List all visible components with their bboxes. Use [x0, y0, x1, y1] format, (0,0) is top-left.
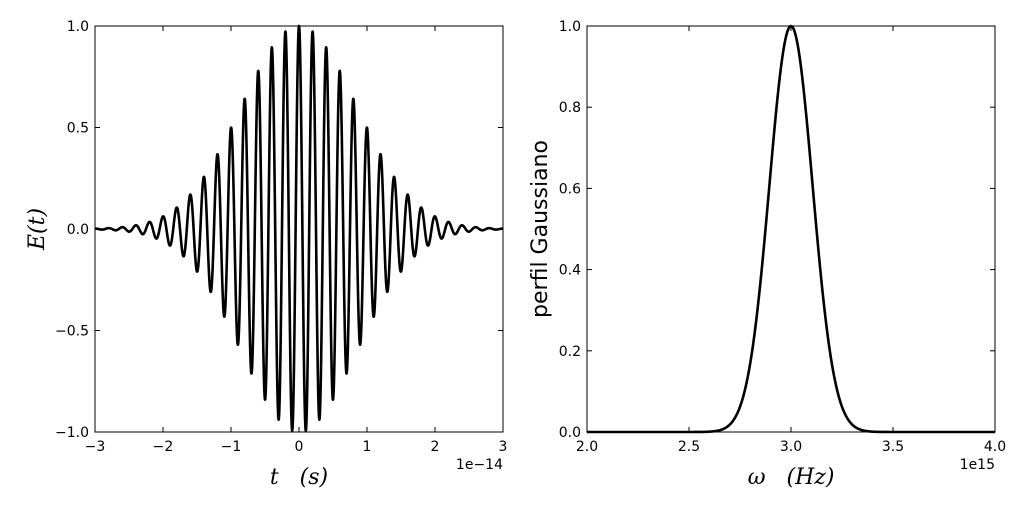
x-axis-label: ω (Hz) [748, 465, 835, 490]
y-axis: 0.0 0.2 0.4 0.6 0.8 1.0 [559, 19, 995, 441]
y-tick-label: 0.4 [559, 263, 581, 279]
y-tick-label: 1.0 [559, 19, 581, 35]
y-tick-label: 0.2 [559, 344, 581, 360]
y-tick-label: 0.6 [559, 181, 581, 197]
plot-frame [94, 25, 504, 433]
x-tick-label: 2.5 [678, 439, 700, 455]
x-tick-label: −3 [85, 439, 106, 455]
x-tick-label: 3.5 [882, 439, 904, 455]
series-line-gaussian [586, 24, 996, 434]
chart-electric-field: −3 −2 −1 0 1 2 3 −1.0 −0.5 0.0 0.5 1.0 1e−14 t (s)… [25, 19, 507, 490]
y-tick-label: 1.0 [67, 19, 89, 35]
x-offset-label: 1e−14 [456, 457, 503, 473]
x-tick-label: 4.0 [984, 439, 1006, 455]
x-tick-label: 1 [363, 439, 372, 455]
x-tick-label: 2.0 [576, 439, 598, 455]
series-group [93, 24, 505, 432]
series-line-field [93, 24, 505, 432]
series-group [586, 24, 996, 434]
x-tick-label: 2 [431, 439, 440, 455]
x-tick-label: −1 [221, 439, 242, 455]
x-tick-label: −2 [153, 439, 174, 455]
x-tick-label: 0 [295, 439, 304, 455]
y-tick-label: 0.0 [559, 425, 581, 441]
x-offset-label: 1e15 [960, 457, 995, 473]
x-tick-label: 3 [499, 439, 508, 455]
y-tick-label: 0.8 [559, 100, 581, 116]
x-axis: −3 −2 −1 0 1 2 3 [85, 26, 508, 455]
x-axis: 2.0 2.5 3.0 3.5 4.0 [576, 26, 1006, 455]
chart-gaussian-profile: 2.0 2.5 3.0 3.5 4.0 0.00.20.40.60.81.0 1e15 … [528, 19, 1006, 490]
x-axis-label: t (s) [270, 465, 328, 490]
x-tick-label: 3.0 [780, 439, 802, 455]
y-tick-label: 0.5 [67, 121, 89, 137]
y-axis-label: E(t) [25, 208, 50, 251]
y-tick-label: 0.0 [67, 222, 89, 238]
y-tick-label: −1.0 [55, 425, 89, 441]
y-axis: −1.0 −0.5 0.0 0.5 1.0 [55, 19, 503, 441]
y-tick-label: −0.5 [55, 324, 89, 340]
y-axis-label: perfil Gaussiano [528, 140, 553, 318]
plot-frame [586, 25, 996, 433]
